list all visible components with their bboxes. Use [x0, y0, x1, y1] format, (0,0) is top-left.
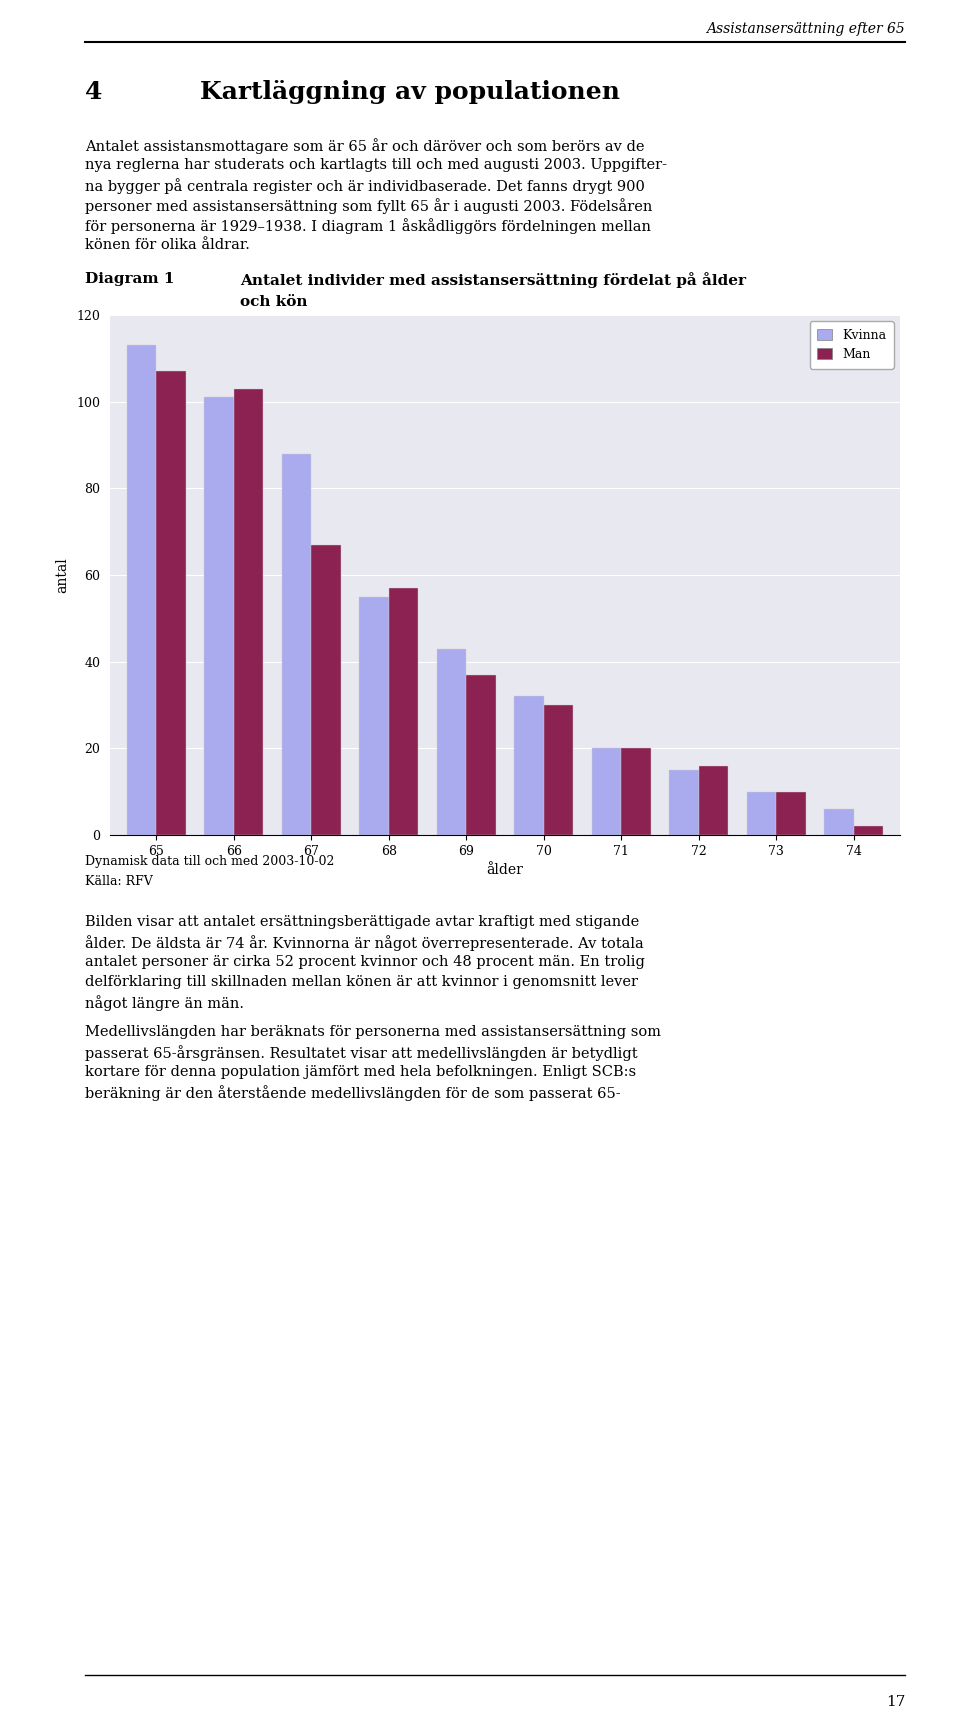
- Bar: [311, 545, 341, 835]
- X-axis label: ålder: ålder: [487, 863, 523, 877]
- Text: beräkning är den återstående medellivslängden för de som passerat 65-: beräkning är den återstående medellivslä…: [85, 1086, 620, 1101]
- Bar: [591, 749, 621, 835]
- Text: ålder. De äldsta är 74 år. Kvinnorna är något överrepresenterade. Av totala: ålder. De äldsta är 74 år. Kvinnorna är …: [85, 935, 644, 951]
- Legend: Kvinna, Man: Kvinna, Man: [809, 322, 894, 368]
- Text: na bygger på centrala register och är individbaserade. Det fanns drygt 900: na bygger på centrala register och är in…: [85, 178, 645, 194]
- Bar: [156, 372, 186, 835]
- Text: personer med assistansersättning som fyllt 65 år i augusti 2003. Födelsåren: personer med assistansersättning som fyl…: [85, 199, 653, 214]
- Text: kortare för denna population jämfört med hela befolkningen. Enligt SCB:s: kortare för denna population jämfört med…: [85, 1065, 636, 1079]
- Bar: [543, 705, 573, 835]
- Text: för personerna är 1929–1938. I diagram 1 åskådliggörs fördelningen mellan: för personerna är 1929–1938. I diagram 1…: [85, 218, 651, 233]
- Bar: [699, 766, 728, 835]
- Bar: [282, 453, 311, 835]
- Bar: [467, 674, 495, 835]
- Text: Antalet individer med assistansersättning fördelat på ålder: Antalet individer med assistansersättnin…: [240, 271, 746, 289]
- Bar: [515, 697, 543, 835]
- Text: Källa: RFV: Källa: RFV: [85, 875, 153, 889]
- Y-axis label: antal: antal: [56, 557, 69, 593]
- Text: och kön: och kön: [240, 296, 307, 309]
- Text: könen för olika åldrar.: könen för olika åldrar.: [85, 239, 250, 252]
- Bar: [747, 792, 776, 835]
- Text: 17: 17: [886, 1694, 905, 1708]
- Text: Assistansersättning efter 65: Assistansersättning efter 65: [707, 22, 905, 36]
- Text: antalet personer är cirka 52 procent kvinnor och 48 procent män. En trolig: antalet personer är cirka 52 procent kvi…: [85, 954, 645, 968]
- Text: nya reglerna har studerats och kartlagts till och med augusti 2003. Uppgifter-: nya reglerna har studerats och kartlagts…: [85, 157, 667, 171]
- Bar: [776, 792, 805, 835]
- Text: Kartläggning av populationen: Kartläggning av populationen: [200, 80, 620, 104]
- Text: något längre än män.: något längre än män.: [85, 994, 244, 1011]
- Text: Dynamisk data till och med 2003-10-02: Dynamisk data till och med 2003-10-02: [85, 856, 334, 868]
- Text: 4: 4: [85, 80, 103, 104]
- Text: Diagram 1: Diagram 1: [85, 271, 175, 285]
- Bar: [359, 597, 389, 835]
- Text: delförklaring till skillnaden mellan könen är att kvinnor i genomsnitt lever: delförklaring till skillnaden mellan kön…: [85, 975, 638, 989]
- Text: passerat 65-årsgränsen. Resultatet visar att medellivslängden är betydligt: passerat 65-årsgränsen. Resultatet visar…: [85, 1044, 637, 1062]
- Bar: [204, 398, 234, 835]
- Bar: [389, 588, 419, 835]
- Bar: [234, 389, 263, 835]
- Text: Antalet assistansmottagare som är 65 år och däröver och som berörs av de: Antalet assistansmottagare som är 65 år …: [85, 138, 644, 154]
- Text: Medellivslängden har beräknats för personerna med assistansersättning som: Medellivslängden har beräknats för perso…: [85, 1025, 661, 1039]
- Bar: [621, 749, 651, 835]
- Bar: [669, 769, 699, 835]
- Bar: [127, 346, 156, 835]
- Bar: [437, 648, 467, 835]
- Bar: [824, 809, 853, 835]
- Text: Bilden visar att antalet ersättningsberättigade avtar kraftigt med stigande: Bilden visar att antalet ersättningsberä…: [85, 915, 639, 928]
- Bar: [853, 826, 883, 835]
